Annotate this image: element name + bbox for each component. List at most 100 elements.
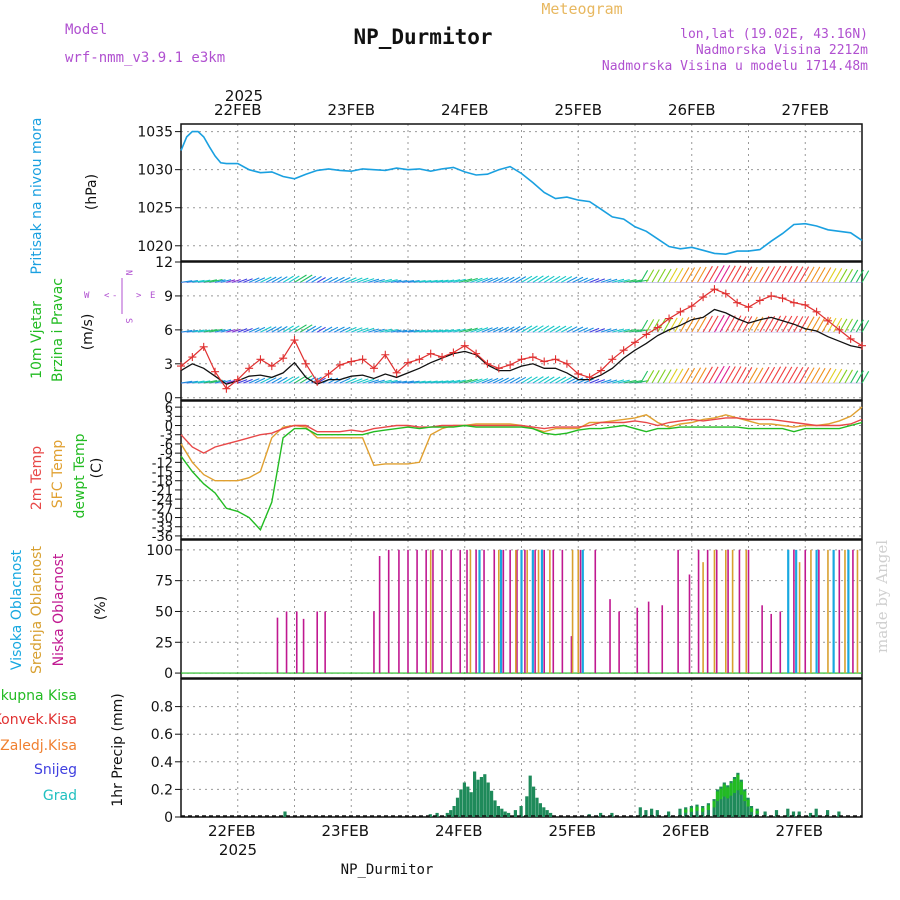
wind-barb bbox=[543, 275, 555, 283]
wind-barb bbox=[600, 379, 612, 384]
bottom-date-label: 26FEB bbox=[662, 822, 709, 840]
precip-rain-segment bbox=[706, 805, 710, 810]
wind-barb bbox=[305, 275, 317, 283]
wind-speed-marker bbox=[347, 357, 356, 366]
wind-barb bbox=[679, 317, 690, 333]
compass-w-label: W bbox=[84, 291, 90, 301]
wind-barb bbox=[827, 317, 837, 333]
wind-unit: (m/s) bbox=[80, 314, 96, 351]
precip-bar bbox=[428, 814, 432, 817]
wind-barb bbox=[543, 325, 555, 333]
wind-speed-marker bbox=[199, 342, 208, 351]
precip-bar bbox=[490, 790, 494, 817]
wind-barb bbox=[861, 320, 870, 333]
wind-barb bbox=[299, 324, 313, 333]
wind-barb bbox=[623, 279, 637, 283]
precip-bar bbox=[532, 786, 536, 817]
wind-speed-marker bbox=[177, 362, 185, 371]
pressure-line bbox=[180, 130, 863, 256]
wind-barb bbox=[192, 329, 205, 333]
wind-barb bbox=[730, 315, 742, 333]
wind-barb bbox=[861, 270, 870, 283]
wind-speed-marker bbox=[823, 316, 832, 325]
wind-barb bbox=[589, 278, 600, 283]
top-date-label: 22FEB bbox=[214, 101, 261, 119]
wind-barb bbox=[305, 325, 317, 333]
wind-barb bbox=[645, 319, 655, 333]
wind-barb bbox=[662, 268, 672, 283]
wind-speed-marker bbox=[585, 373, 594, 382]
wind-barb bbox=[640, 370, 649, 384]
precip-rain-segment bbox=[722, 784, 726, 797]
y-tick-label: -15 bbox=[152, 466, 173, 481]
wind-barb bbox=[481, 277, 493, 283]
wind-barb bbox=[265, 377, 277, 384]
wind-barb bbox=[560, 325, 573, 333]
precip-rain-segment bbox=[701, 808, 705, 812]
wind-barb bbox=[294, 324, 307, 333]
wind-barb bbox=[333, 326, 345, 333]
model-name: wrf-nmm_v3.9.1 e3km bbox=[65, 50, 225, 66]
wind-barb bbox=[816, 367, 826, 384]
wind-barb bbox=[844, 318, 853, 333]
wind-barb bbox=[759, 266, 770, 283]
precip-bar bbox=[650, 808, 654, 817]
frozen-rain-label: Zaledj.Kisa bbox=[0, 738, 77, 754]
wind-barb bbox=[833, 317, 843, 333]
wind-speed-marker bbox=[574, 369, 583, 378]
y-tick-label: 0 bbox=[164, 666, 173, 682]
precip-bar bbox=[449, 810, 453, 817]
wind-barb bbox=[560, 376, 573, 384]
wind-barb bbox=[600, 278, 612, 283]
wind-barb bbox=[311, 275, 322, 283]
wind-barb bbox=[362, 278, 375, 283]
wind-speed-marker bbox=[631, 338, 639, 347]
wind-barb bbox=[719, 265, 731, 283]
wind-barb bbox=[668, 267, 678, 283]
wind-barb bbox=[453, 328, 466, 333]
y-tick-label: 6 bbox=[164, 323, 173, 339]
wind-barb bbox=[475, 327, 489, 333]
wind-speed-marker bbox=[699, 293, 708, 302]
wind-barb bbox=[776, 265, 787, 283]
wind-speed-marker bbox=[858, 341, 866, 350]
wind-barb bbox=[282, 376, 294, 384]
precip-rain-segment bbox=[743, 791, 747, 802]
y-tick-label: 25 bbox=[155, 635, 173, 651]
wind-barb bbox=[674, 317, 684, 333]
precip-bar bbox=[507, 812, 511, 817]
precip-bar bbox=[743, 789, 747, 817]
wind-barb bbox=[322, 276, 333, 283]
wind-barb bbox=[799, 316, 810, 333]
wind-barb bbox=[708, 265, 719, 283]
wind-speed-marker bbox=[528, 353, 537, 362]
wind-barb bbox=[390, 279, 402, 283]
wind-barb bbox=[640, 319, 649, 333]
wind-speed-marker bbox=[494, 364, 503, 373]
wind-speed-marker bbox=[506, 360, 515, 369]
wind-barb bbox=[515, 276, 527, 283]
wind-barb bbox=[566, 326, 578, 333]
wind-barb bbox=[464, 277, 478, 283]
precip-bar bbox=[774, 810, 779, 817]
wind-barb bbox=[555, 325, 567, 333]
wind-barb bbox=[299, 375, 313, 384]
wind-barb bbox=[770, 265, 782, 283]
wind-barb bbox=[753, 367, 764, 384]
wind-barb bbox=[351, 378, 363, 384]
precip-bar bbox=[459, 789, 463, 817]
wind-barb bbox=[713, 365, 725, 384]
wind-label-line2: Brzina i Pravac bbox=[50, 278, 66, 382]
wind-barb bbox=[458, 278, 473, 283]
dew-label: dewpt Temp bbox=[72, 433, 88, 518]
precip-bar bbox=[732, 777, 737, 817]
bottom-date-label: 27FEB bbox=[776, 822, 823, 840]
wind-barb bbox=[532, 376, 544, 384]
y-tick-label: -30 bbox=[152, 512, 173, 527]
wind-barb bbox=[424, 329, 438, 333]
wind-speed-marker bbox=[381, 350, 390, 359]
wind-barb bbox=[804, 266, 815, 283]
precip-rain-segment bbox=[695, 806, 699, 811]
wind-barb bbox=[617, 279, 630, 283]
